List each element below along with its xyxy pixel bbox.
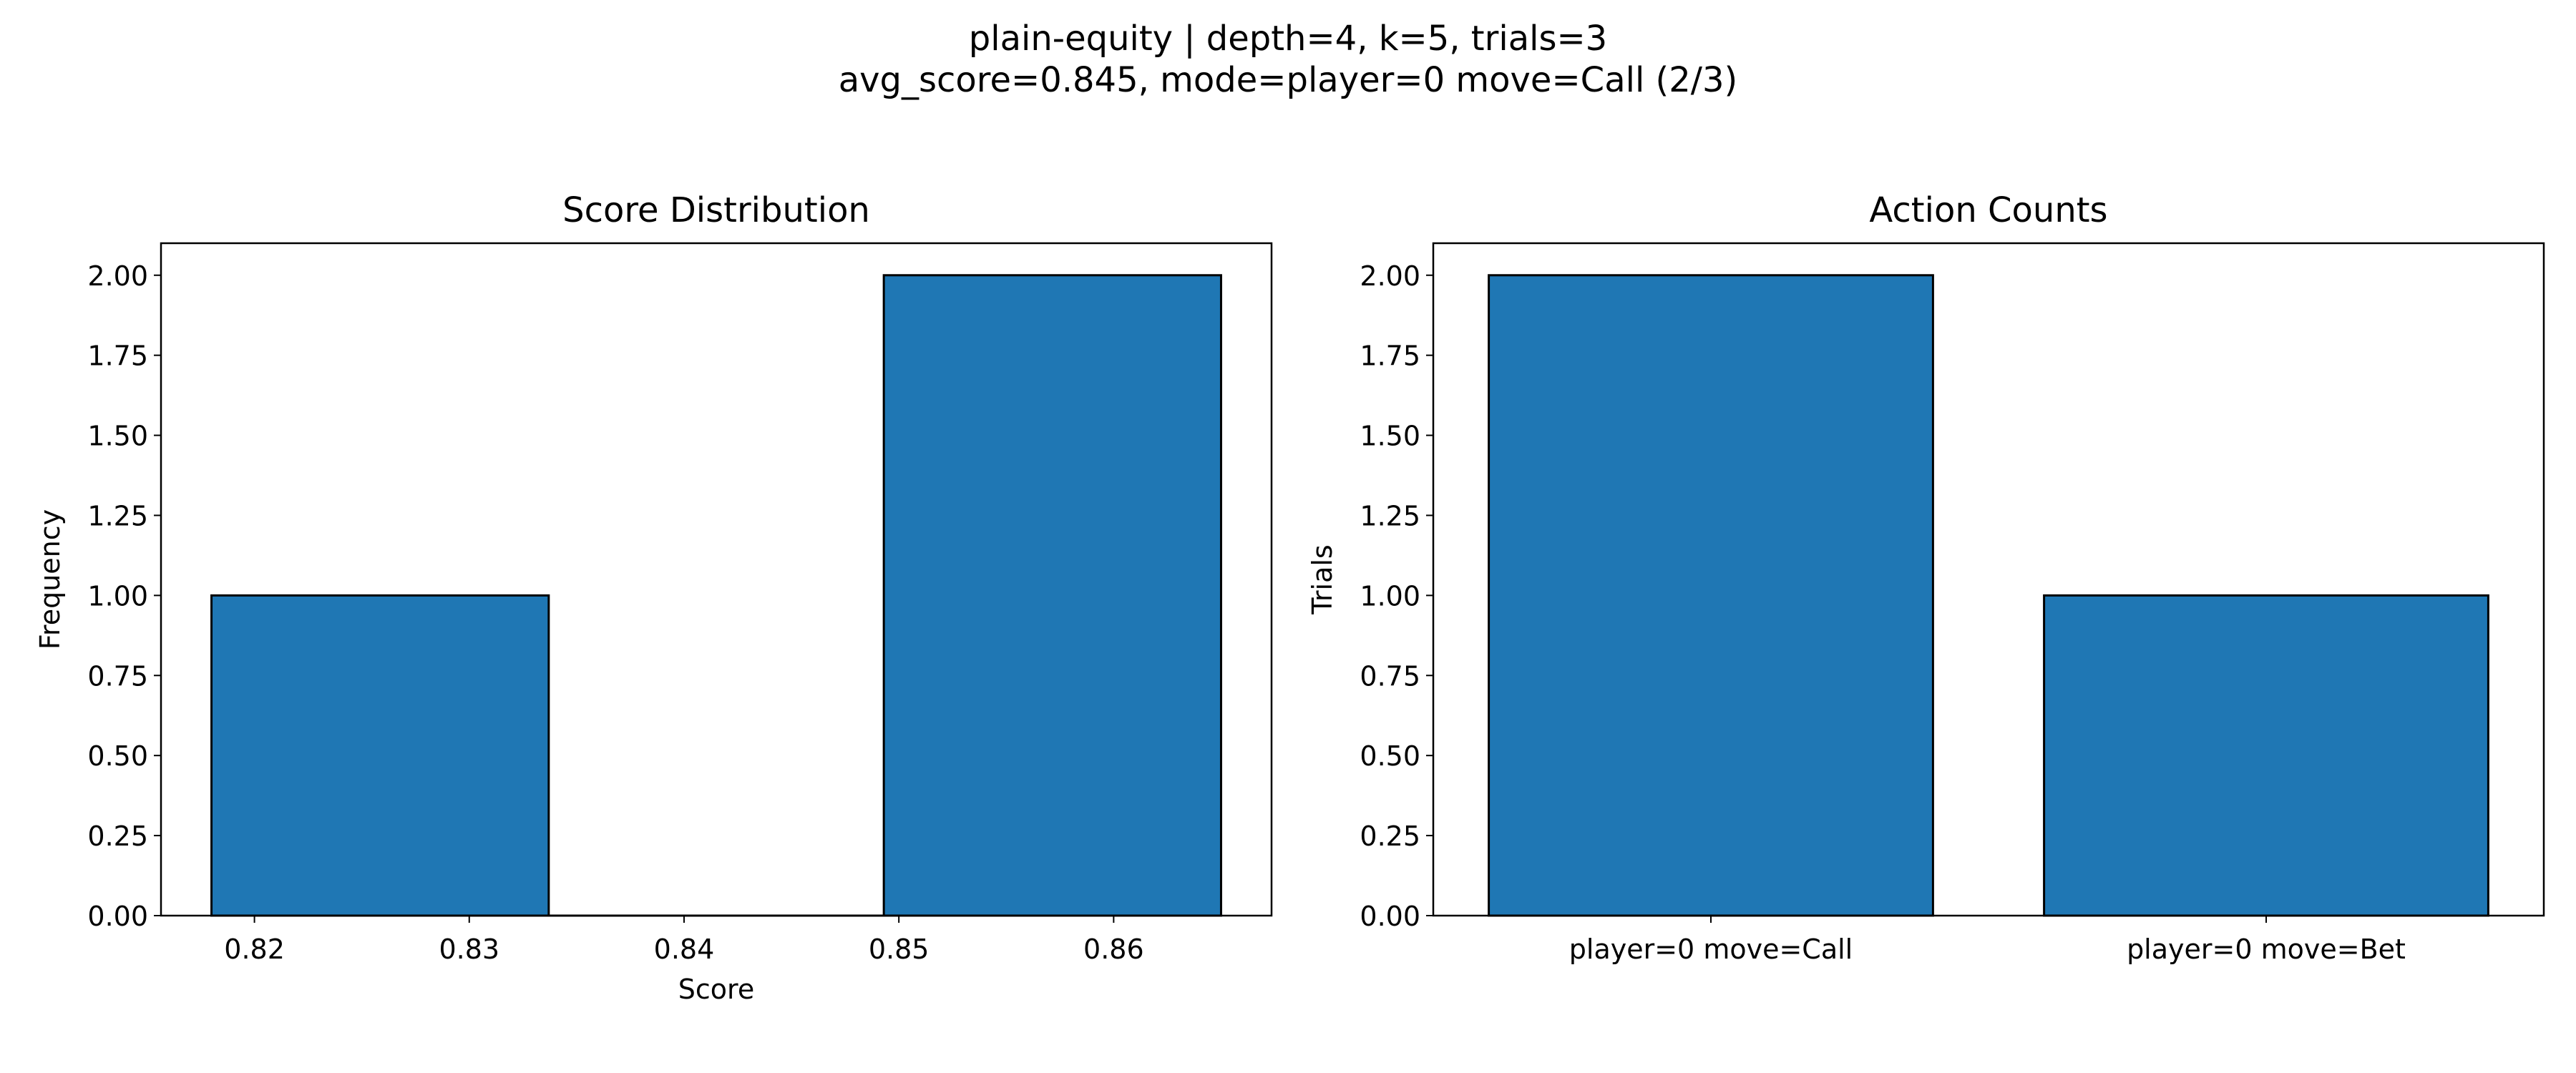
x-tick-label: player=0 move=Call	[1569, 934, 1853, 965]
x-axis-label: Score	[678, 974, 754, 1005]
y-tick-label: 0.00	[87, 901, 148, 932]
x-tick-label: 0.86	[1083, 934, 1144, 965]
y-tick-label: 0.75	[1360, 660, 1420, 692]
axes-frame	[160, 242, 1273, 917]
x-tick-label: 0.84	[654, 934, 715, 965]
y-tick-label: 1.00	[1360, 580, 1420, 612]
histogram-bar	[882, 274, 1222, 917]
y-tick-label: 0.50	[87, 740, 148, 772]
y-tick-label: 0.00	[1360, 901, 1420, 932]
action-bar	[1488, 274, 1934, 917]
figure-title-line1: plain-equity | depth=4, k=5, trials=3	[968, 19, 1608, 59]
x-tick-label: player=0 move=Bet	[2127, 934, 2406, 965]
y-tick-label: 1.00	[87, 580, 148, 612]
axes-frame	[1432, 242, 2545, 917]
y-tick-label: 0.50	[1360, 740, 1420, 772]
x-tick-label: 0.83	[439, 934, 499, 965]
y-tick-label: 1.25	[87, 500, 148, 531]
y-tick-label: 0.25	[1360, 820, 1420, 852]
chart-title: Action Counts	[1869, 190, 2107, 230]
score-distribution-chart: 0.00 0.25 0.50 0.75 1.00 1.25 1.50 1.75 2.00 Scor…	[34, 190, 1273, 1005]
histogram-bar	[210, 594, 550, 917]
x-tick-label: 0.82	[224, 934, 285, 965]
y-tick-label: 2.00	[1360, 260, 1420, 292]
y-tick-label: 1.50	[1360, 421, 1420, 452]
y-tick-label: 2.00	[87, 260, 148, 292]
y-axis-label: Frequency	[34, 509, 66, 650]
y-tick-label: 0.75	[87, 660, 148, 692]
y-tick-label: 1.75	[1360, 340, 1420, 372]
figure-title-line2: avg_score=0.845, mode=player=0 move=Call…	[838, 60, 1738, 100]
y-tick-label: 1.75	[87, 340, 148, 372]
chart-title: Score Distribution	[562, 190, 870, 230]
x-tick-label: 0.85	[869, 934, 930, 965]
action-counts-chart: 0.00 0.25 0.50 0.75 1.00 1.25 1.50 1.75 2.00 Acti…	[1307, 190, 2545, 965]
action-bar	[2043, 594, 2489, 917]
y-tick-label: 1.25	[1360, 500, 1420, 531]
y-axis-label: Trials	[1307, 544, 1338, 614]
y-tick-label: 0.25	[87, 820, 148, 852]
y-tick-label: 1.50	[87, 421, 148, 452]
